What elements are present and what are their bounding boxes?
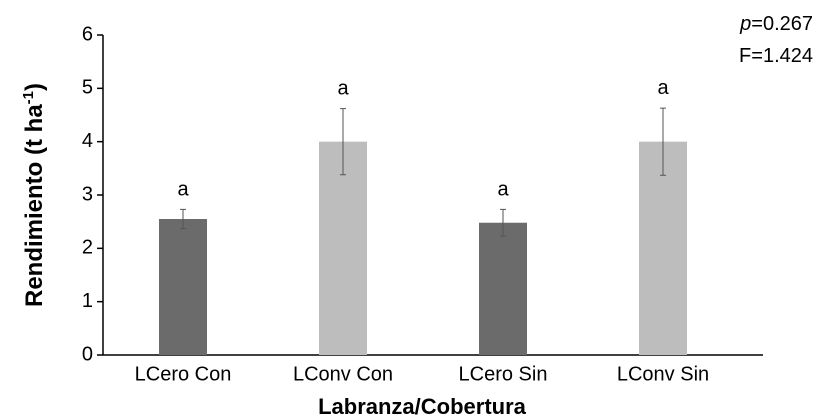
annotation-stat: p [739, 13, 751, 35]
x-axis-label: Labranza/Cobertura [318, 394, 527, 418]
annotation-f: F=1.424 [739, 45, 813, 67]
annotation-text: =0.267 [751, 13, 813, 35]
y-tick-label: 5 [82, 77, 93, 99]
bar [639, 141, 687, 355]
error-bar [340, 108, 346, 176]
x-tick-label: LCero Sin [459, 363, 548, 385]
significance-letter: a [177, 178, 189, 200]
y-tick-label: 1 [82, 290, 93, 312]
annotation-p: p=0.267 [739, 13, 813, 35]
significance-letter: a [497, 178, 509, 200]
error-bar [180, 208, 186, 230]
error-bar [500, 208, 506, 237]
x-tick-label: LCero Con [135, 363, 232, 385]
significance-letter: a [657, 77, 669, 99]
y-tick-label: 0 [82, 343, 93, 365]
y-label-sup: -1 [20, 91, 37, 104]
error-bar [660, 107, 666, 176]
x-tick-label: LConv Sin [617, 363, 709, 385]
y-axis-label: Rendimiento (t ha-1) [20, 83, 48, 307]
y-tick-label: 2 [82, 237, 93, 259]
significance-letter: a [337, 78, 349, 100]
y-label-end: ) [21, 83, 48, 91]
y-tick-label: 6 [82, 23, 93, 45]
y-label-text: Rendimiento (t ha [21, 104, 48, 307]
y-tick-label: 3 [82, 183, 93, 205]
bar [319, 141, 367, 355]
x-tick-label: LConv Con [293, 363, 393, 385]
y-tick-label: 4 [82, 130, 93, 152]
bar [159, 219, 207, 355]
bar [479, 222, 527, 355]
